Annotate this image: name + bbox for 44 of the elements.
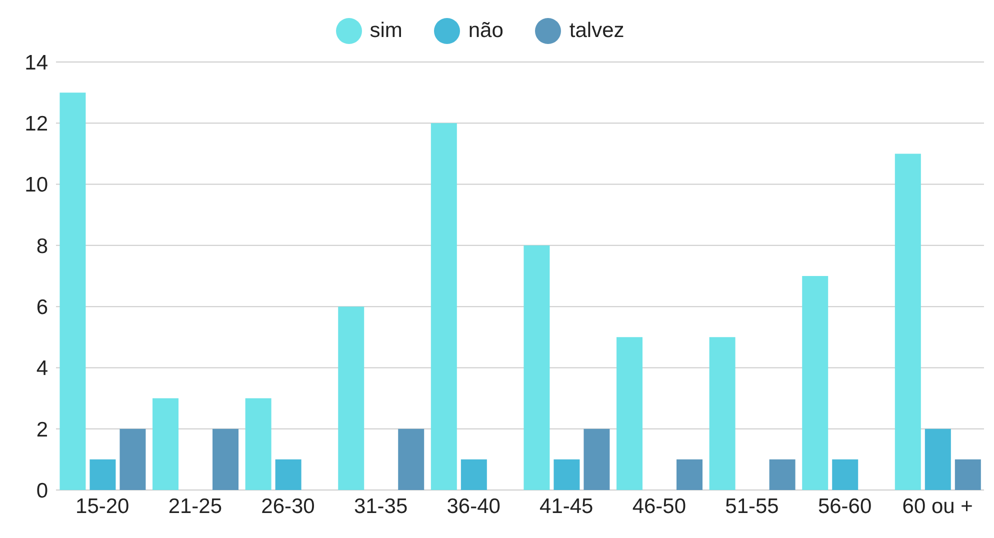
bar	[152, 398, 179, 490]
x-tick-label: 60 ou +	[902, 494, 973, 518]
x-tick-label: 41-45	[540, 494, 594, 518]
x-tick-label: 15-20	[76, 494, 130, 518]
x-tick-label: 46-50	[632, 494, 686, 518]
bar	[894, 154, 921, 490]
y-tick-label: 10	[24, 174, 48, 197]
bar	[616, 337, 643, 490]
bar	[460, 459, 487, 490]
bar	[584, 428, 610, 490]
legend-label: sim	[370, 18, 402, 42]
bar	[120, 428, 146, 490]
bar	[554, 459, 580, 490]
bar	[802, 276, 828, 490]
bar	[398, 428, 424, 490]
bar	[954, 459, 981, 490]
x-tick-label: 31-35	[354, 494, 408, 518]
legend-label: talvez	[569, 18, 624, 42]
x-tick-label: 36-40	[446, 494, 500, 518]
bar	[275, 459, 302, 490]
bar	[709, 337, 736, 490]
x-tick-label: 21-25	[168, 494, 222, 518]
y-tick-label: 4	[36, 357, 48, 380]
y-tick-label: 12	[24, 112, 48, 136]
legend-label: não	[468, 18, 504, 42]
bar	[90, 459, 116, 490]
y-tick-label: 8	[36, 234, 48, 258]
bar	[212, 428, 239, 490]
bar	[769, 459, 796, 490]
y-tick-label: 0	[36, 479, 48, 502]
bar	[338, 306, 364, 490]
x-tick-label: 56-60	[818, 494, 872, 518]
y-tick-label: 6	[36, 296, 48, 320]
bar	[60, 92, 86, 490]
bar	[430, 123, 457, 490]
bar	[245, 398, 272, 490]
x-tick-label: 26-30	[261, 494, 315, 518]
x-tick-label: 51-55	[725, 494, 779, 518]
y-tick-label: 14	[24, 51, 48, 74]
bar	[524, 245, 550, 490]
y-tick-label: 2	[36, 418, 48, 442]
bar	[924, 428, 951, 490]
bar	[832, 459, 858, 490]
bar	[676, 459, 703, 490]
